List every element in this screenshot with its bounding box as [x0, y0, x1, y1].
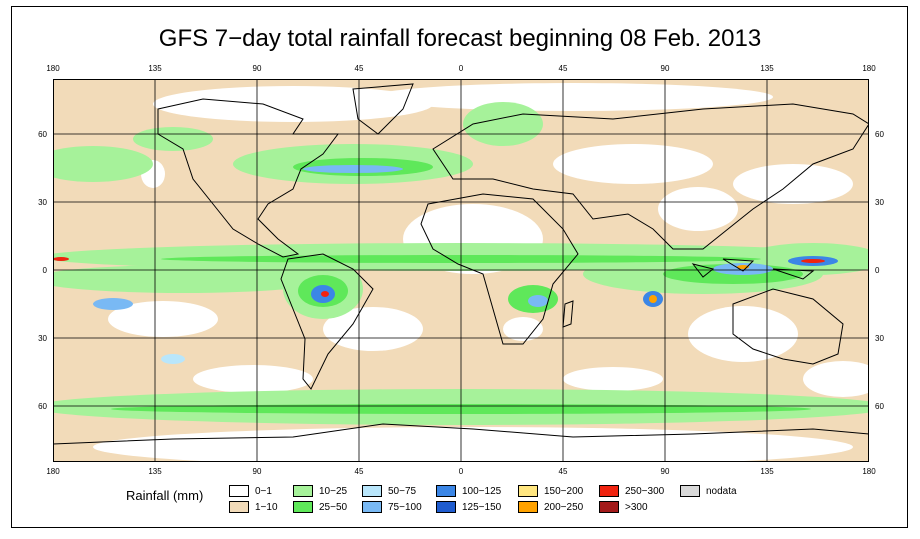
lat-tick-right-1: 60 [875, 130, 884, 139]
lat-tick-right-5: 60 [875, 402, 884, 411]
legend-label-250-300: 250−300 [625, 486, 665, 497]
graticule [53, 79, 869, 462]
lat-tick-left-5: 60 [38, 402, 47, 411]
lat-tick-left-1: 60 [38, 130, 47, 139]
figure-frame [11, 6, 908, 528]
legend-label-0-1: 0−1 [255, 486, 272, 497]
legend-swatch-0-1 [229, 485, 249, 497]
lon-tick-bottom-8: 135 [760, 467, 774, 476]
lat-tick-right-2: 30 [875, 198, 884, 207]
legend-swatch-100-125 [436, 485, 456, 497]
lon-tick-bottom-1: 180 [46, 467, 60, 476]
legend-swatch-10-25 [293, 485, 313, 497]
map-border [53, 79, 869, 462]
lat-tick-right-4: 30 [875, 334, 884, 343]
legend-label-25-50: 25−50 [319, 502, 348, 513]
lat-tick-right-3: 0 [875, 266, 880, 275]
legend-label-75-100: 75−100 [388, 502, 422, 513]
legend-swatch-125-150 [436, 501, 456, 513]
lat-tick-left-3: 0 [42, 266, 47, 275]
lon-tick-top-5: 0 [458, 64, 464, 73]
legend-label-200-250: 200−250 [544, 502, 584, 513]
lon-tick-top-6: 45 [558, 64, 568, 73]
lon-tick-bottom-5: 0 [458, 467, 464, 476]
legend-swatch-50-75 [362, 485, 382, 497]
legend-label-nodata: nodata [706, 486, 737, 497]
legend-swatch-75-100 [362, 501, 382, 513]
lon-tick-bottom-2: 135 [148, 467, 162, 476]
lon-tick-bottom-6: 45 [558, 467, 568, 476]
lon-tick-top-4: 45 [354, 64, 364, 73]
dry-zones [93, 83, 869, 462]
lon-tick-top-2: 135 [148, 64, 162, 73]
lon-tick-top-7: 90 [660, 64, 670, 73]
extreme-rain-cells [53, 257, 825, 303]
lon-tick-top-8: 135 [760, 64, 774, 73]
lon-tick-top-9: 180 [862, 64, 876, 73]
legend-label-10-25: 10−25 [319, 486, 348, 497]
lat-tick-left-2: 30 [38, 198, 47, 207]
lon-tick-top-1: 180 [46, 64, 60, 73]
legend-title: Rainfall (mm) [126, 488, 204, 503]
legend-swatch-25-50 [293, 501, 313, 513]
legend-label-125-150: 125−150 [462, 502, 502, 513]
lon-tick-bottom-4: 45 [354, 467, 364, 476]
legend-label-1-10: 1−10 [255, 502, 278, 513]
legend-swatch-nodata [680, 485, 700, 497]
lon-tick-bottom-9: 180 [862, 467, 876, 476]
legend-label-150-200: 150−200 [544, 486, 584, 497]
legend-swatch-200-250 [518, 501, 538, 513]
legend-swatch-150-200 [518, 485, 538, 497]
map-title: GFS 7−day total rainfall forecast beginn… [158, 25, 762, 52]
lat-tick-left-4: 30 [38, 334, 47, 343]
continent-outlines [53, 83, 869, 445]
lon-tick-bottom-7: 90 [660, 467, 670, 476]
legend-label-100-125: 100−125 [462, 486, 502, 497]
legend-swatch-250-300 [599, 485, 619, 497]
lon-tick-bottom-3: 90 [252, 467, 262, 476]
legend-label-over-300: >300 [625, 502, 648, 513]
legend-swatch-over-300 [599, 501, 619, 513]
rainfall-map [53, 79, 869, 462]
legend-label-50-75: 50−75 [388, 486, 417, 497]
legend-swatch-1-10 [229, 501, 249, 513]
lon-tick-top-3: 90 [252, 64, 262, 73]
